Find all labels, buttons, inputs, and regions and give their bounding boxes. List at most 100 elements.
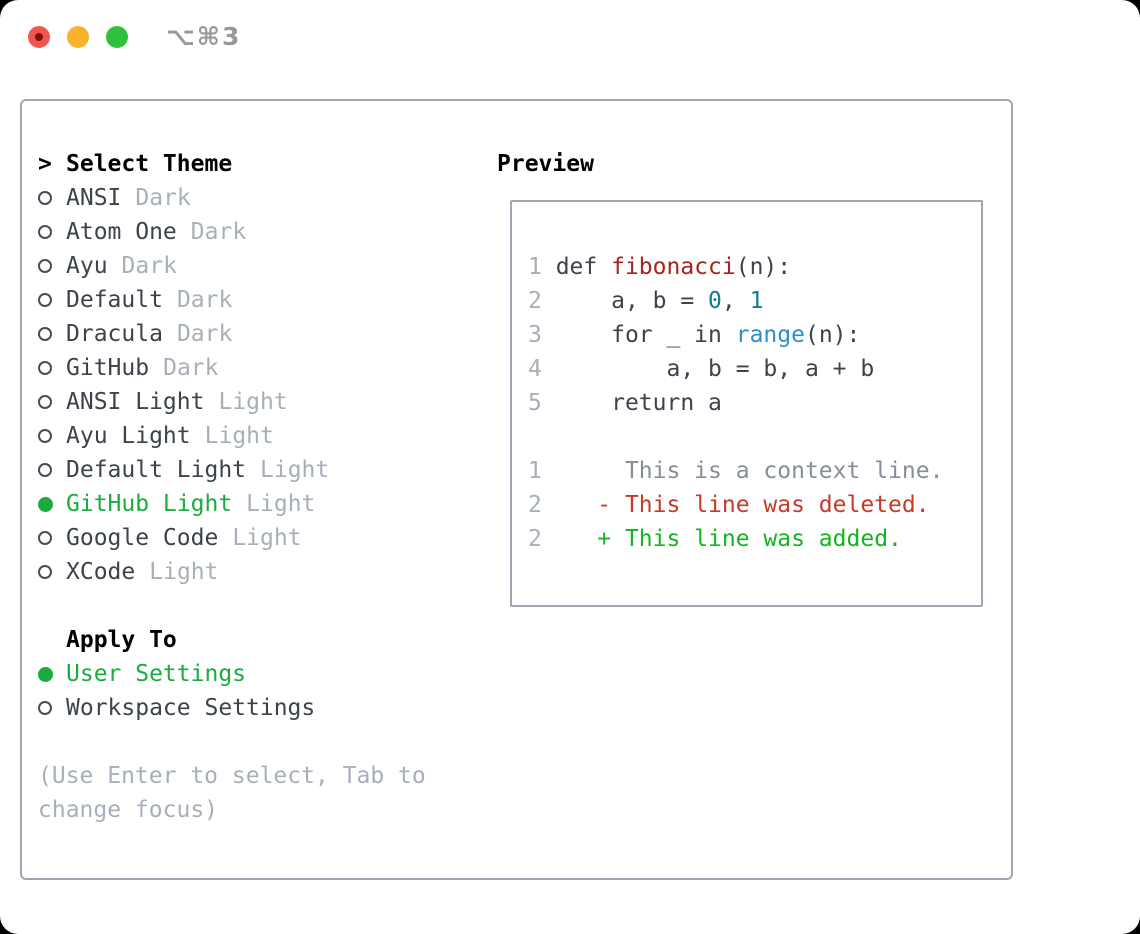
- code-token-fg: ,: [721, 288, 750, 314]
- theme-name: ANSI: [66, 185, 122, 211]
- code-token-fg: for _ in: [541, 322, 736, 348]
- hint-line-1: (Use Enter to select, Tab to: [38, 763, 426, 789]
- theme-name: Atom One: [66, 219, 177, 245]
- line-number: 1: [528, 254, 542, 280]
- zoom-button[interactable]: [106, 26, 128, 48]
- radio-icon: [38, 293, 66, 307]
- theme-name: Default: [66, 287, 163, 313]
- theme-variant: Dark: [176, 287, 233, 313]
- theme-variant: Light: [232, 525, 302, 551]
- theme-item-default-light[interactable]: Default Light Light: [38, 453, 498, 487]
- hint-text: (Use Enter to select, Tab to change focu…: [38, 759, 498, 827]
- theme-name: GitHub: [66, 355, 150, 381]
- theme-list: ANSI Dark Atom One Dark Ayu Dark Default Dark Dr…: [38, 181, 498, 589]
- spacer: [38, 589, 498, 623]
- radio-icon: [38, 259, 66, 273]
- theme-name: Ayu Light: [66, 423, 191, 449]
- apply-option-label: Workspace Settings: [66, 695, 316, 721]
- radio-icon: [38, 565, 66, 579]
- code-token-fg: a, b =: [541, 288, 709, 314]
- theme-variant: Dark: [163, 355, 219, 381]
- code-line-9: 2 + This line was added.: [528, 522, 981, 556]
- theme-item-github-light[interactable]: GitHub Light Light: [38, 487, 498, 521]
- theme-name: Default Light: [66, 457, 247, 483]
- theme-variant: Dark: [176, 321, 233, 347]
- theme-name: Dracula: [66, 321, 163, 347]
- radio-icon: [38, 191, 66, 205]
- theme-variant: Light: [149, 559, 219, 585]
- line-number: 5: [528, 390, 542, 416]
- theme-variant: Dark: [190, 219, 247, 245]
- code-token-bi: range: [735, 322, 805, 348]
- theme-item-ansi[interactable]: ANSI Dark: [38, 181, 498, 215]
- apply-option-label: User Settings: [66, 661, 247, 687]
- theme-item-ansi-light[interactable]: ANSI Light Light: [38, 385, 498, 419]
- theme-item-xcode[interactable]: XCode Light: [38, 555, 498, 589]
- theme-variant: Light: [260, 457, 330, 483]
- apply-option-workspace-settings[interactable]: Workspace Settings: [38, 691, 498, 725]
- radio-icon: [38, 327, 66, 341]
- line-number: 3: [528, 322, 542, 348]
- code-token-ctx: This is a context line.: [541, 458, 944, 484]
- theme-variant: Light: [218, 389, 288, 415]
- apply-option-user-settings[interactable]: User Settings: [38, 657, 498, 691]
- theme-selector: > Select Theme ANSI Dark Atom One Dark Ayu Da…: [38, 147, 498, 827]
- line-number: 2: [528, 288, 542, 314]
- theme-item-atom-one[interactable]: Atom One Dark: [38, 215, 498, 249]
- radio-icon: [38, 531, 66, 545]
- theme-item-ayu[interactable]: Ayu Dark: [38, 249, 498, 283]
- theme-item-default[interactable]: Default Dark: [38, 283, 498, 317]
- spacer: [38, 725, 498, 759]
- line-number: 4: [528, 356, 542, 382]
- radio-icon: [38, 701, 66, 715]
- theme-name: Ayu: [66, 253, 108, 279]
- code-line-7: 1 This is a context line.: [528, 454, 981, 488]
- theme-variant: Light: [246, 491, 316, 517]
- code-token-fn: fibonacci: [611, 254, 736, 280]
- radio-icon: [38, 395, 66, 409]
- theme-item-dracula[interactable]: Dracula Dark: [38, 317, 498, 351]
- line-number: 2: [528, 492, 542, 518]
- theme-name: Google Code: [66, 525, 219, 551]
- radio-icon: [38, 225, 66, 239]
- code-line-8: 2 - This line was deleted.: [528, 488, 981, 522]
- line-number: 1: [528, 458, 542, 484]
- select-theme-header: > Select Theme: [38, 147, 498, 181]
- theme-item-ayu-light[interactable]: Ayu Light Light: [38, 419, 498, 453]
- preview-header: Preview: [497, 147, 594, 181]
- titlebar: ⌥⌘3: [0, 0, 1140, 78]
- code-line-2: 2 a, b = 0, 1: [528, 284, 981, 318]
- minimize-button[interactable]: [67, 26, 89, 48]
- apply-to-list: User Settings Workspace Settings: [38, 657, 498, 725]
- theme-name: ANSI Light: [66, 389, 205, 415]
- select-theme-title: Select Theme: [66, 151, 233, 177]
- theme-dialog: > Select Theme ANSI Dark Atom One Dark Ayu Da…: [20, 99, 1013, 880]
- code-token-fg: (n):: [735, 254, 792, 280]
- code-line-3: 3 for _ in range(n):: [528, 318, 981, 352]
- code-token-num: 0: [708, 288, 722, 314]
- radio-selected-icon: [38, 496, 66, 512]
- code-line-4: 4 a, b = b, a + b: [528, 352, 981, 386]
- code-token-fg: def: [541, 254, 612, 280]
- radio-icon: [38, 463, 66, 477]
- code-token-fg: (n):: [804, 322, 861, 348]
- code-token-add: + This line was added.: [541, 526, 902, 552]
- theme-name: GitHub Light: [66, 491, 233, 517]
- theme-item-google-code[interactable]: Google Code Light: [38, 521, 498, 555]
- code-token-fg: return a: [541, 390, 722, 416]
- hint-line-2: change focus): [38, 797, 219, 823]
- window-title-shortcut: ⌥⌘3: [166, 22, 242, 51]
- code-line-1: 1 def fibonacci(n):: [528, 250, 981, 284]
- line-number: 2: [528, 526, 542, 552]
- radio-icon: [38, 429, 66, 443]
- theme-name: XCode: [66, 559, 136, 585]
- close-dot-icon: [35, 33, 43, 41]
- close-button[interactable]: [28, 26, 50, 48]
- theme-item-github[interactable]: GitHub Dark: [38, 351, 498, 385]
- radio-selected-icon: [38, 666, 66, 682]
- theme-variant: Dark: [121, 253, 177, 279]
- code-line-5: 5 return a: [528, 386, 981, 420]
